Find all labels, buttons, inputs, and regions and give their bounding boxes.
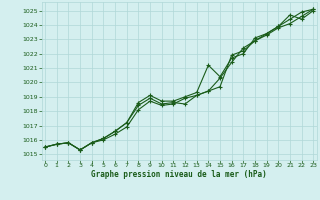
X-axis label: Graphe pression niveau de la mer (hPa): Graphe pression niveau de la mer (hPa) bbox=[91, 170, 267, 179]
